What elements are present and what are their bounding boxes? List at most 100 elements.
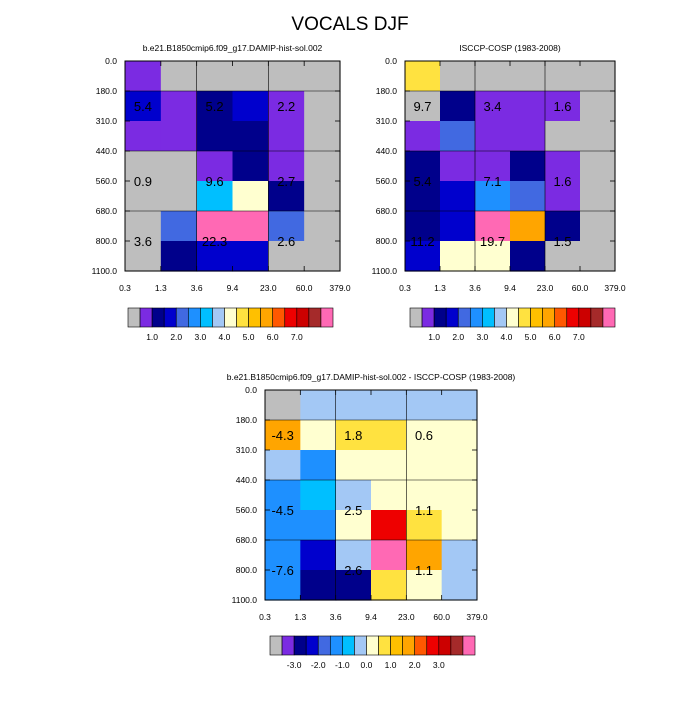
heatmap-cell	[475, 151, 511, 182]
heatmap-cell	[475, 211, 511, 242]
y-tick-label: 440.0	[96, 146, 118, 156]
y-tick-label: 310.0	[236, 445, 258, 455]
heatmap-cell	[232, 241, 269, 272]
heatmap-cell	[265, 570, 301, 601]
heatmap-cell	[196, 151, 234, 182]
heatmap-cell	[580, 121, 616, 152]
y-tick-label: 680.0	[96, 206, 118, 216]
heatmap-cell	[232, 91, 269, 122]
heatmap-cell	[300, 390, 337, 421]
y-tick-label: 560.0	[376, 176, 398, 186]
cell-value-label: 2.6	[344, 563, 362, 578]
heatmap-cell	[405, 181, 441, 212]
x-tick-label: 60.0	[433, 612, 450, 622]
y-tick-label: 800.0	[96, 236, 118, 246]
x-tick-label: 9.4	[504, 283, 516, 293]
heatmap-cell	[125, 211, 162, 242]
colorbar-label: 2.0	[452, 332, 464, 342]
colorbar-swatch	[409, 307, 423, 328]
heatmap-panel-3: b.e21.B1850cmip6.f09_g17.DAMIP-hist-sol.…	[227, 372, 516, 670]
cell-value-label: 5.4	[413, 174, 431, 189]
colorbar-swatch	[469, 307, 483, 328]
heatmap-cell	[510, 151, 546, 182]
colorbar-swatch	[269, 635, 283, 656]
y-tick-label: 680.0	[236, 535, 258, 545]
heatmap-cell	[160, 211, 198, 242]
colorbar-swatch	[260, 307, 274, 328]
heatmap-cell	[440, 61, 476, 92]
heatmap-cell	[510, 91, 546, 122]
colorbar: 1.0 2.0 3.0 4.0 5.0 6.0 7.0	[127, 307, 334, 342]
heatmap-cell	[475, 121, 511, 152]
colorbar-swatch	[308, 307, 322, 328]
panel-title: b.e21.B1850cmip6.f09_g17.DAMIP-hist-sol.…	[227, 372, 516, 382]
heatmap-cell	[440, 241, 476, 272]
colorbar-swatch	[402, 635, 416, 656]
heatmap-cell	[196, 121, 234, 152]
figure-title: VOCALS DJF	[291, 14, 408, 35]
colorbar-label: -3.0	[287, 660, 302, 670]
heatmap-cell	[160, 61, 198, 92]
heatmap-cell	[125, 91, 162, 122]
heatmap-cell	[371, 540, 407, 571]
cell-value-label: 19.7	[480, 234, 505, 249]
cell-value-label: 1.8	[344, 428, 362, 443]
heatmap-cell	[440, 121, 476, 152]
colorbar-swatch	[554, 307, 568, 328]
heatmap-cell	[440, 151, 476, 182]
colorbar-label: 3.0	[476, 332, 488, 342]
colorbar-swatch	[445, 307, 459, 328]
colorbar-swatch	[462, 635, 476, 656]
y-tick-label: 0.0	[105, 56, 117, 66]
colorbar-swatch	[602, 307, 616, 328]
y-tick-label: 0.0	[245, 385, 257, 395]
heatmap-cell	[335, 390, 372, 421]
heatmap-cell	[441, 390, 478, 421]
x-tick-label: 0.3	[119, 283, 131, 293]
heatmap-cell	[232, 121, 269, 152]
heatmap-cell	[371, 390, 407, 421]
heatmap-cell	[304, 61, 341, 92]
cell-value-label: 1.1	[415, 503, 433, 518]
heatmap-cell	[335, 510, 372, 541]
colorbar-label: 4.0	[219, 332, 231, 342]
cell-value-label: 1.1	[415, 563, 433, 578]
heatmap-cell	[300, 510, 337, 541]
heatmap-cell	[160, 241, 198, 272]
colorbar-swatch	[590, 307, 604, 328]
heatmap-cell	[580, 181, 616, 212]
heatmap-cell	[545, 151, 581, 182]
heatmap-cell	[405, 61, 441, 92]
heatmap-cell	[405, 241, 441, 272]
heatmap-cell	[304, 181, 341, 212]
colorbar-swatch	[421, 307, 435, 328]
heatmap-cell	[335, 540, 372, 571]
heatmap-cell	[441, 480, 478, 511]
heatmap-cell	[545, 91, 581, 122]
colorbar-swatch	[281, 635, 295, 656]
heatmap-cell	[196, 91, 234, 122]
heatmap-cell	[441, 570, 478, 601]
heatmap-cell	[300, 540, 337, 571]
heatmap-cell	[268, 151, 305, 182]
colorbar-swatch	[187, 307, 201, 328]
heatmap-cell	[232, 181, 269, 212]
heatmap-cell	[405, 91, 441, 122]
x-tick-label: 0.3	[399, 283, 411, 293]
x-tick-label: 3.6	[469, 283, 481, 293]
colorbar-label: 1.0	[146, 332, 158, 342]
x-tick-label: 60.0	[296, 283, 313, 293]
heatmap-cell	[441, 450, 478, 481]
cell-value-label: 2.7	[277, 174, 295, 189]
colorbar-swatch	[390, 635, 403, 656]
colorbar-swatch	[212, 307, 225, 328]
y-tick-label: 560.0	[96, 176, 118, 186]
heatmap-cell	[371, 510, 407, 541]
heatmap-cell	[300, 480, 337, 511]
colorbar-swatch	[305, 635, 319, 656]
heatmap-cell	[335, 570, 372, 601]
y-tick-label: 440.0	[236, 475, 258, 485]
x-tick-label: 23.0	[537, 283, 554, 293]
